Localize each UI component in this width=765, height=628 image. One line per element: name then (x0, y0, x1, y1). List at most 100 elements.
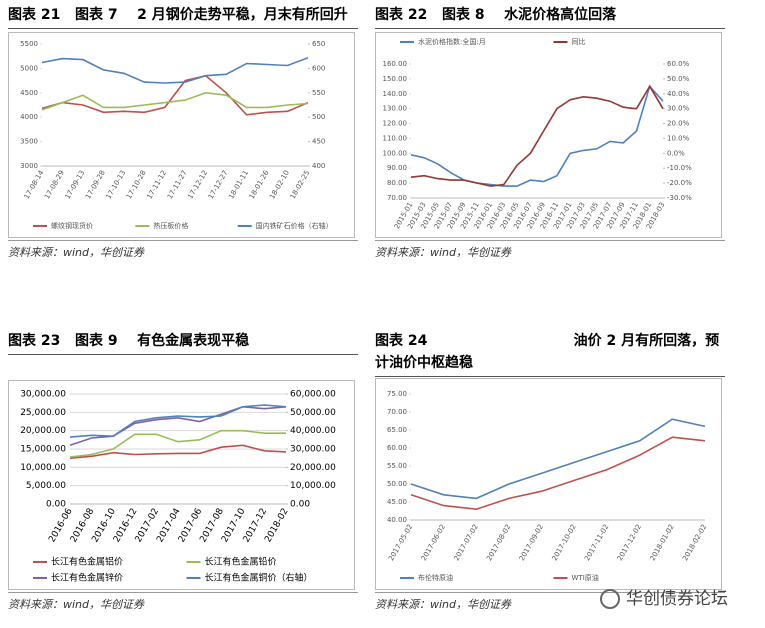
x-tick-label: 17-11-27 (166, 169, 189, 201)
source-note: 资料来源：wind，华创证券 (375, 592, 725, 612)
y-tick-label: 90.00 (387, 164, 407, 172)
series-line (69, 429, 286, 458)
figure-caption: 图表 21 图表 7 2 月钢价走势平稳，月末有所回升 (8, 4, 358, 29)
y-tick-label: 60.00 (387, 444, 407, 452)
y2-tick-label: -20.0% (667, 179, 692, 187)
y2-tick-label: 30,000.00 (290, 445, 336, 455)
y-tick-label: 110.00 (383, 134, 408, 142)
y-tick-label: 40.00 (387, 516, 407, 524)
y2-tick-label: 10.0% (667, 134, 690, 142)
legend-label: 布伦特原油 (418, 573, 453, 582)
y2-tick-label: -30.0% (667, 194, 692, 202)
y2-tick-label: 550 (312, 89, 325, 97)
legend-label: 长江有色金属铜价（右轴） (205, 572, 313, 584)
chart-frame (8, 380, 355, 590)
y-tick-label: 45.00 (387, 498, 407, 506)
chart-frame (375, 32, 722, 238)
y-tick-label: 3500 (20, 138, 38, 146)
y-tick-label: 65.00 (387, 426, 407, 434)
x-tick-label: 2018-01-02 (649, 523, 676, 562)
chart: 3000 3500 4000 4500 5000 5500 400 450 500 550 600 6… (8, 32, 355, 238)
y2-tick-label: 600 (312, 64, 325, 72)
series-line (41, 74, 309, 116)
source-note: 资料来源：wind，华创证券 (375, 240, 725, 260)
x-tick-label: 2017-07-02 (453, 523, 480, 562)
legend-label: 热压板价格 (153, 221, 188, 230)
legend-label: 国内铁矿石价格（右轴） (256, 221, 333, 230)
y-tick-label: 5000 (20, 64, 38, 72)
y2-tick-label: 0.00 (290, 500, 310, 510)
y-tick-label: 5500 (20, 40, 38, 48)
y2-tick-label: 20,000.00 (290, 463, 336, 473)
figure-caption: 图表 22 图表 8 水泥价格高位回落 (375, 4, 725, 29)
y2-tick-label: 10,000.00 (290, 481, 336, 491)
y-tick-label: 70.00 (387, 408, 407, 416)
y-tick-label: 160.00 (383, 60, 408, 68)
watermark-text: 华创债券论坛 (626, 589, 728, 609)
y2-tick-label: 20.0% (667, 120, 690, 128)
series-line (410, 418, 706, 500)
figure-caption: 图表 23 图表 9 有色金属表现平稳 (8, 330, 358, 355)
y-tick-label: 70.00 (387, 194, 407, 202)
x-tick-label: 18-02-10 (268, 169, 291, 201)
y2-tick-label: 40,000.00 (290, 426, 336, 436)
legend-label: 长江有色金属铅价 (205, 556, 277, 568)
y-tick-label: 10,000.00 (20, 463, 66, 473)
y2-tick-label: 60,000.00 (290, 390, 336, 400)
y-tick-label: 50.00 (387, 480, 407, 488)
y-tick-label: 120.00 (383, 120, 408, 128)
x-tick-label: 2017-05-02 (387, 523, 414, 562)
x-tick-label: 17-10-13 (104, 169, 127, 201)
x-tick-label: 17-10-28 (125, 169, 148, 201)
y-tick-label: 3000 (20, 162, 38, 170)
y-tick-label: 4000 (20, 113, 38, 121)
series-line (410, 84, 664, 187)
x-tick-label: 18-01-11 (227, 169, 250, 201)
y-tick-label: 30,000.00 (20, 390, 66, 400)
y-tick-label: 75.00 (387, 390, 407, 398)
x-tick-label: 17-08-14 (23, 169, 46, 201)
chart-frame (375, 378, 722, 590)
series-line (41, 91, 309, 111)
y-tick-label: 20,000.00 (20, 426, 66, 436)
y2-tick-label: -10.0% (667, 164, 692, 172)
chart: 40.00 45.00 50.00 55.00 60.00 65.00 70.00 75.00… (375, 378, 722, 590)
y-tick-label: 4500 (20, 89, 38, 97)
chart-frame (8, 32, 355, 238)
legend-label: 长江有色金属锌价 (51, 572, 123, 584)
y2-tick-label: 60.0% (667, 60, 690, 68)
x-tick-label: 2017-06-02 (420, 523, 447, 562)
legend-label: 水泥价格指数:全国:月 (418, 37, 486, 46)
chart: 0.00 5,000.00 10,000.00 15,000.00 20,000.00 2… (8, 380, 355, 590)
x-tick-label: 2017-09-02 (518, 523, 545, 562)
y-tick-label: 150.00 (383, 75, 408, 83)
y-tick-label: 80.00 (387, 179, 407, 187)
y2-tick-label: 450 (312, 138, 325, 146)
y-tick-label: 25,000.00 (20, 408, 66, 418)
x-tick-label: 2018-02-02 (681, 523, 708, 562)
y-tick-label: 140.00 (383, 90, 408, 98)
series-line (69, 404, 287, 438)
series-line (41, 56, 309, 84)
y-tick-label: 5,000.00 (26, 481, 66, 491)
y-tick-label: 55.00 (387, 462, 407, 470)
y2-tick-label: 30.0% (667, 105, 690, 113)
x-tick-label: 17-12-12 (186, 169, 209, 201)
x-tick-label: 2017-08-02 (485, 523, 512, 562)
x-tick-label: 17-11-12 (145, 169, 168, 201)
source-note: 资料来源：wind，华创证券 (8, 240, 358, 260)
y-tick-label: 0.00 (46, 500, 66, 510)
series-line (410, 436, 706, 511)
x-tick-label: 2017-12-02 (616, 523, 643, 562)
figure-caption: 图表 24 油价 2 月有所回落，预计油价中枢趋稳 (375, 330, 725, 377)
y2-tick-label: 400 (312, 162, 325, 170)
legend-label: 螺纹钢现货价 (51, 221, 93, 230)
source-note: 资料来源：wind，华创证券 (8, 592, 358, 612)
y2-tick-label: 40.0% (667, 90, 690, 98)
y-tick-label: 100.00 (383, 149, 408, 157)
x-tick-label: 18-01-26 (248, 169, 271, 201)
y2-tick-label: 50,000.00 (290, 408, 336, 418)
y2-tick-label: 0.0% (667, 149, 685, 157)
legend-label: WTI原油 (572, 573, 599, 582)
